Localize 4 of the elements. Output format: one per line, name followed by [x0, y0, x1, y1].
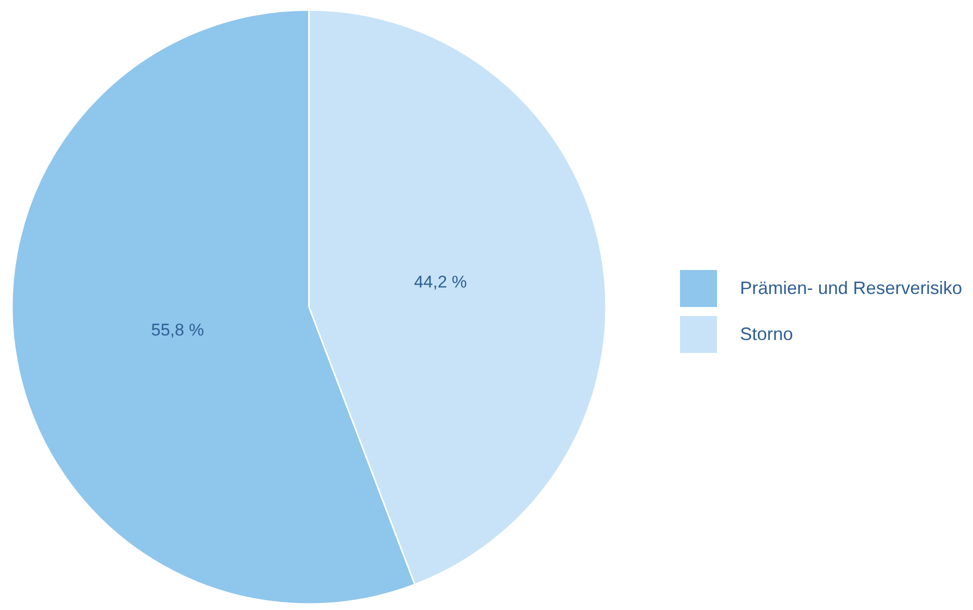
data-label: 44,2 %	[414, 272, 467, 292]
legend-label: Prämien- und Reserverisiko	[740, 278, 962, 298]
data-label: 55,8 %	[151, 320, 204, 340]
legend-label: Storno	[740, 324, 794, 344]
